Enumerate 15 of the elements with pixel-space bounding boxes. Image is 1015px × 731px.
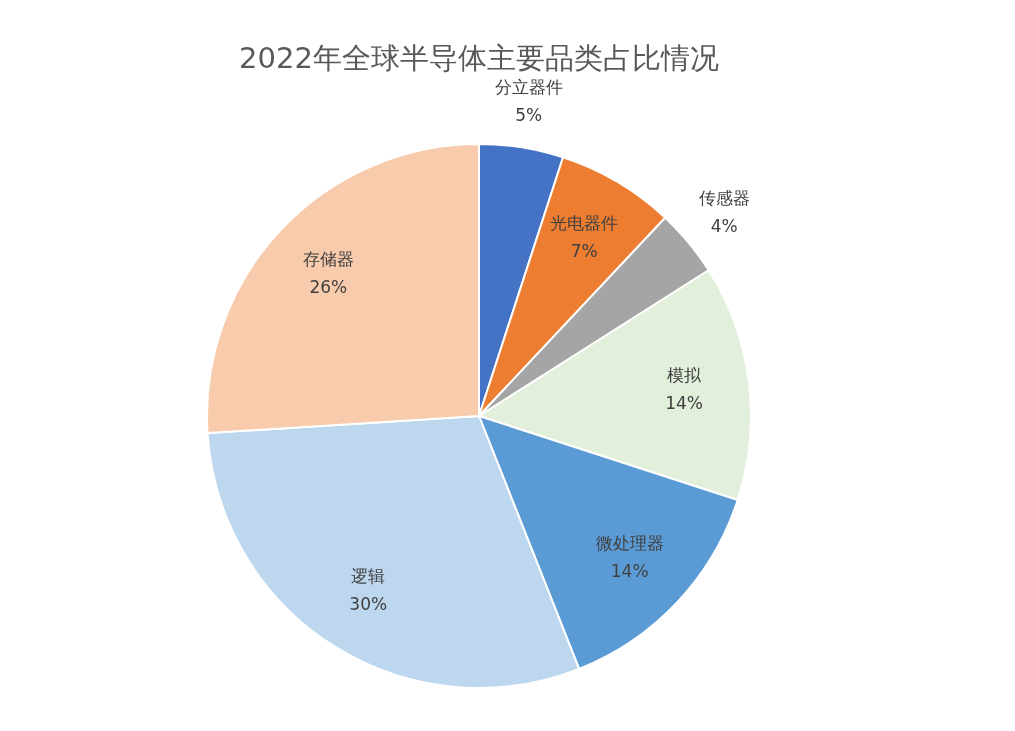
slice-label: 传感器	[698, 188, 750, 209]
slice-label: 逻辑	[351, 565, 386, 586]
data-label: 5%	[515, 104, 543, 125]
data-label: 7%	[570, 241, 598, 262]
slice-label: 存储器	[302, 249, 354, 270]
slice-label: 光电器件	[550, 213, 619, 234]
chart-title: 2022年全球半导体主要品类占比情况	[239, 41, 719, 75]
data-label: 26%	[309, 277, 348, 298]
data-label: 30%	[349, 593, 388, 614]
data-label: 4%	[710, 216, 738, 237]
data-label: 14%	[665, 393, 703, 414]
slice-label: 分立器件	[494, 76, 563, 97]
slice-label: 微处理器	[595, 532, 664, 553]
data-label: 14%	[610, 560, 649, 581]
slice-label: 模拟	[667, 365, 703, 386]
